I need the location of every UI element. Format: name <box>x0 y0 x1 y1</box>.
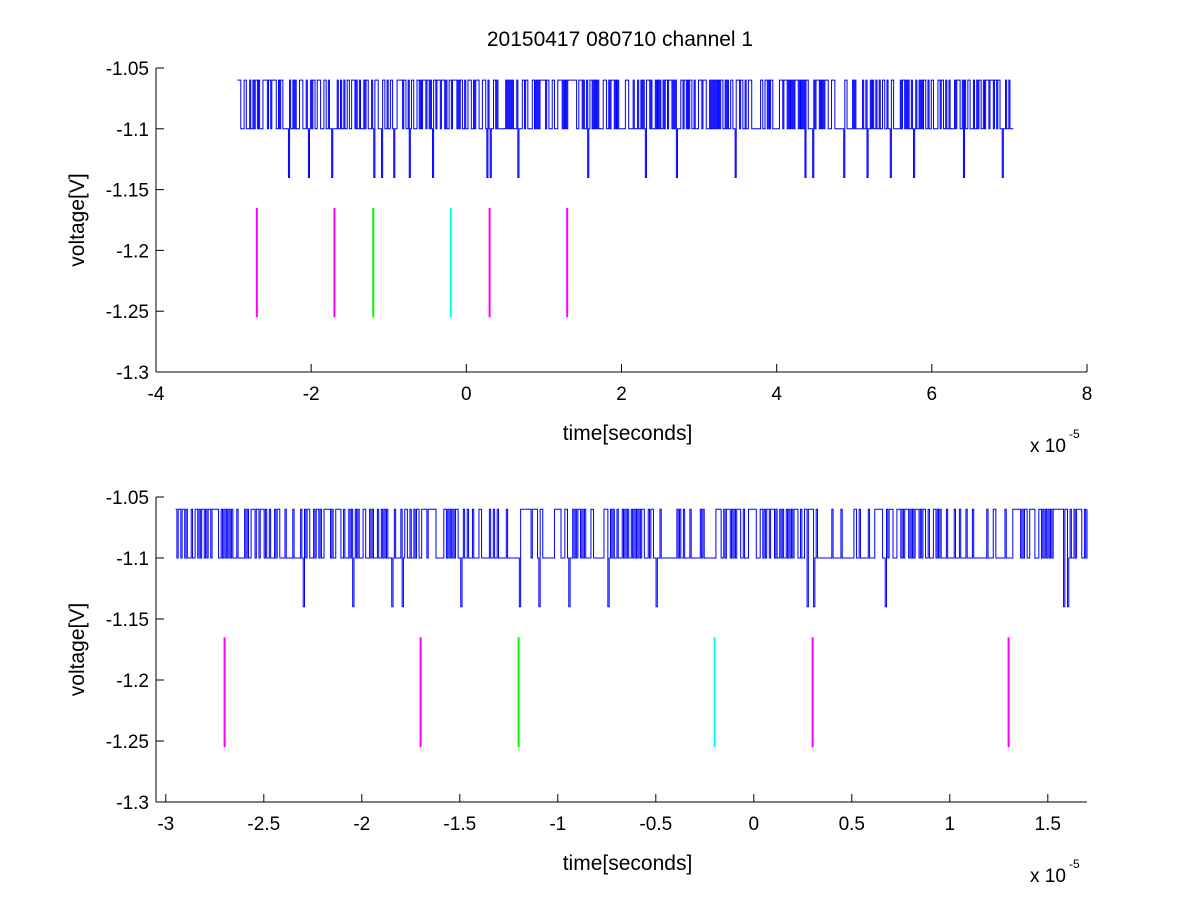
x-tick-label: -1 <box>549 814 566 835</box>
y-axis-label: voltage[V] <box>66 173 89 266</box>
x-tick-label: 4 <box>771 384 782 405</box>
x-tick-label: -2.5 <box>247 814 280 835</box>
y-tick-label: -1.1 <box>116 549 149 570</box>
top-panel: -4 -2 0 2 4 6 8 -1.3 -1.25 -1.2 -1.15 -1.1 -1.05 time… <box>66 59 1092 457</box>
x-tick-label: -0.5 <box>639 814 672 835</box>
bottom-panel: -3 -2.5 -2 -1.5 -1 -0.5 0 0.5 1 1.5 -1.3 -1.25 -1.2 -… <box>66 488 1088 887</box>
y-tick-label: -1.15 <box>106 610 149 631</box>
y-tick-label: -1.05 <box>106 59 149 80</box>
x-tick-label: -1.5 <box>443 814 476 835</box>
x-tick-label: 1 <box>945 814 956 835</box>
x-tick-label: 2 <box>616 384 627 405</box>
y-tick-label: -1.2 <box>116 671 149 692</box>
x-tick-label: 0 <box>461 384 472 405</box>
x-tick-label: 0 <box>749 814 760 835</box>
signal-series-line <box>237 79 1014 178</box>
x-tick-label: 1.5 <box>1035 814 1061 835</box>
signal-series-line <box>175 508 1088 608</box>
x-tick-label: -2 <box>303 384 320 405</box>
x-tick-label: 8 <box>1082 384 1093 405</box>
y-tick-label: -1.25 <box>106 302 149 323</box>
y-tick-label: -1.2 <box>116 241 149 262</box>
y-axis-label: voltage[V] <box>66 603 89 696</box>
y-tick-label: -1.3 <box>116 363 149 384</box>
x-axis-label: time[seconds] <box>563 422 693 445</box>
x-multiplier-label: x 10 <box>1030 436 1066 457</box>
x-tick-label: 0.5 <box>839 814 865 835</box>
x-axis-label: time[seconds] <box>563 852 693 875</box>
x-tick-label: 6 <box>927 384 938 405</box>
x-tick-label: -3 <box>157 814 174 835</box>
x-multiplier-label: x 10 <box>1030 866 1066 887</box>
x-multiplier-exponent: -5 <box>1069 427 1080 441</box>
y-tick-label: -1.15 <box>106 181 149 202</box>
y-tick-label: -1.1 <box>116 120 149 141</box>
y-tick-label: -1.3 <box>116 793 149 814</box>
y-tick-label: -1.05 <box>106 488 149 509</box>
x-multiplier-exponent: -5 <box>1069 857 1080 871</box>
chart-title: 20150417 080710 channel 1 <box>487 28 753 51</box>
y-tick-label: -1.25 <box>106 732 149 753</box>
x-tick-label: -2 <box>353 814 370 835</box>
x-tick-label: -4 <box>148 384 165 405</box>
